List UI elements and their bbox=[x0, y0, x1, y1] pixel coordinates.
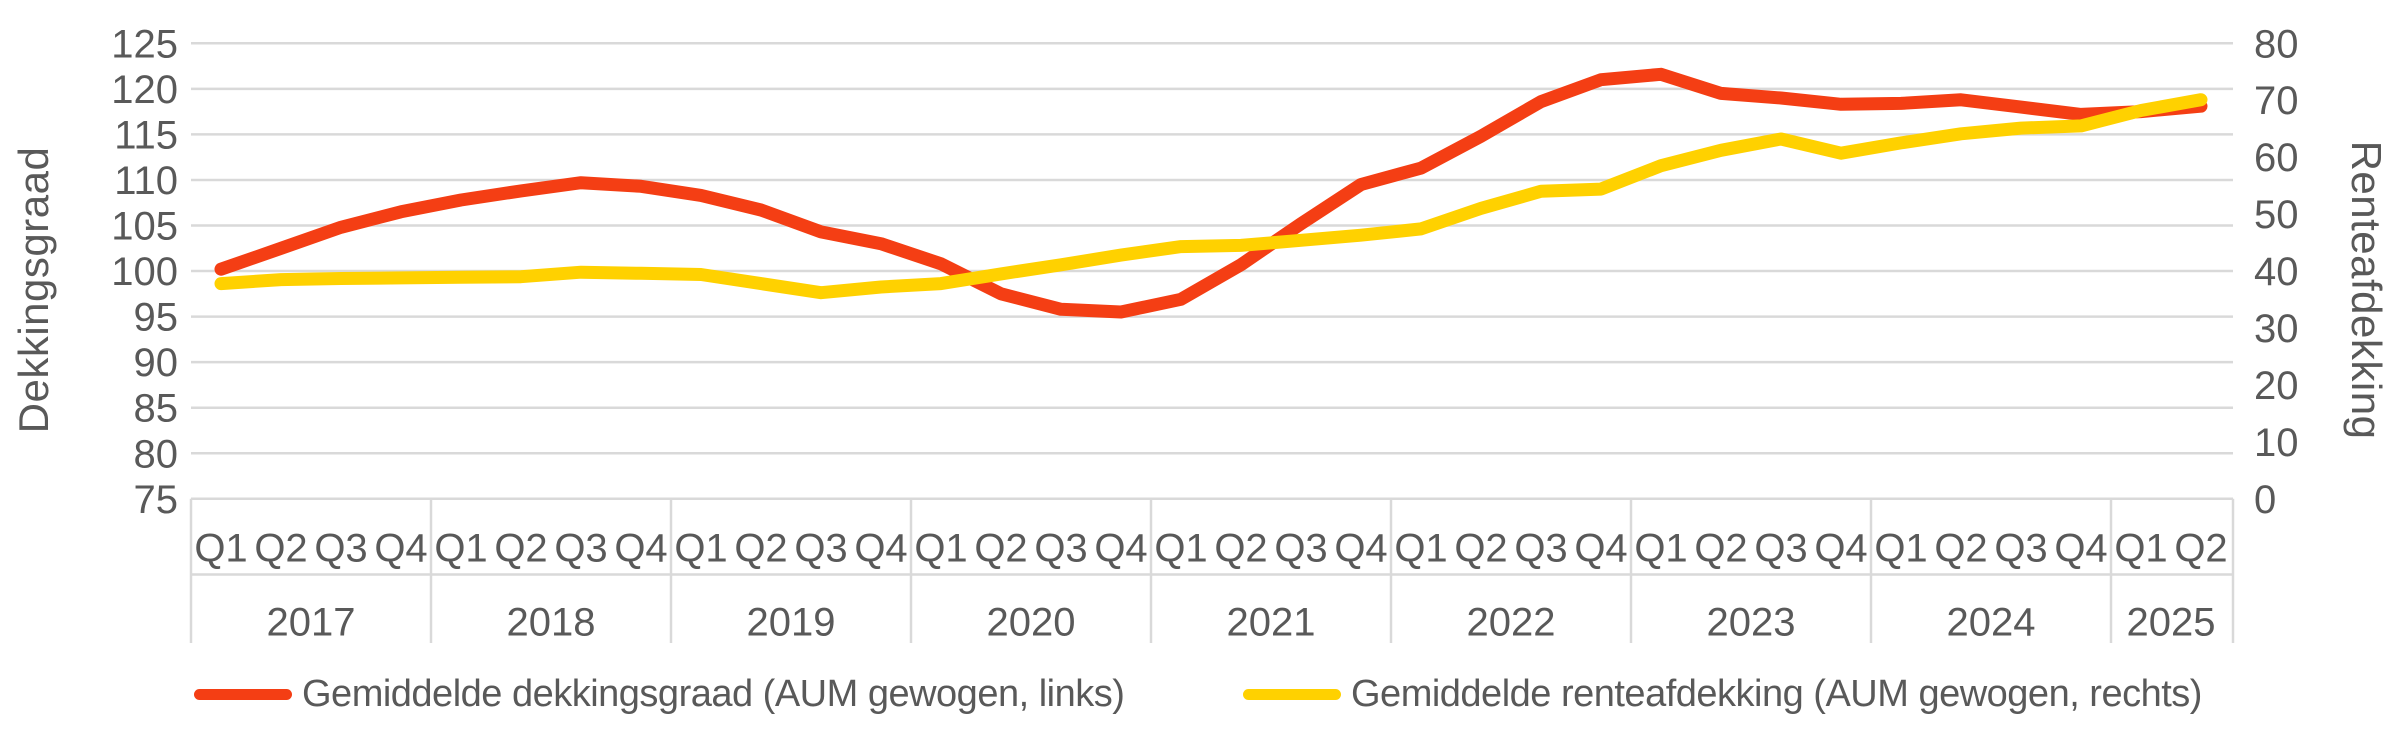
right-axis-tick-label: 10 bbox=[2254, 421, 2299, 465]
quarter-label: Q4 bbox=[854, 527, 907, 571]
year-label: 2021 bbox=[1227, 601, 1316, 645]
quarter-label: Q1 bbox=[1874, 527, 1927, 571]
quarter-label: Q1 bbox=[1154, 527, 1207, 571]
quarter-label: Q3 bbox=[314, 527, 367, 571]
quarter-label: Q3 bbox=[1274, 527, 1327, 571]
quarter-label: Q1 bbox=[674, 527, 727, 571]
quarter-label: Q2 bbox=[1694, 527, 1747, 571]
year-label: 2019 bbox=[747, 601, 836, 645]
quarter-label: Q3 bbox=[554, 527, 607, 571]
quarter-label: Q4 bbox=[1334, 527, 1387, 571]
year-label: 2017 bbox=[267, 601, 356, 645]
chart-legend: Gemiddelde dekkingsgraad (AUM gewogen, l… bbox=[0, 672, 2398, 716]
quarter-label: Q2 bbox=[254, 527, 307, 571]
right-axis-tick-label: 60 bbox=[2254, 136, 2299, 180]
quarter-label: Q1 bbox=[1394, 527, 1447, 571]
right-axis-tick-label: 50 bbox=[2254, 193, 2299, 237]
quarter-label: Q3 bbox=[794, 527, 847, 571]
left-axis-tick-label: 80 bbox=[134, 432, 179, 476]
quarter-label: Q1 bbox=[1634, 527, 1687, 571]
right-axis-tick-label: 0 bbox=[2254, 478, 2276, 522]
right-axis-tick-label: 40 bbox=[2254, 250, 2299, 294]
legend-item-renteafdekking: Gemiddelde renteafdekking (AUM gewogen, … bbox=[1243, 672, 2202, 716]
quarter-label: Q1 bbox=[2114, 527, 2167, 571]
quarter-label: Q1 bbox=[194, 527, 247, 571]
left-axis-tick-label: 85 bbox=[134, 387, 179, 431]
right-axis-tick-label: 30 bbox=[2254, 307, 2299, 351]
series-line-dekkingsgraad bbox=[214, 67, 2208, 319]
left-axis-tick-label: 100 bbox=[111, 250, 178, 294]
left-axis-tick-label: 105 bbox=[111, 205, 178, 249]
left-axis-tick-label: 125 bbox=[111, 22, 178, 66]
quarter-label: Q1 bbox=[434, 527, 487, 571]
quarter-label: Q2 bbox=[1454, 527, 1507, 571]
right-axis-tick-label: 80 bbox=[2254, 22, 2299, 66]
right-axis-tick-label: 20 bbox=[2254, 364, 2299, 408]
right-axis-title: Renteafdekking bbox=[2343, 140, 2390, 440]
quarter-label: Q1 bbox=[914, 527, 967, 571]
left-axis-tick-label: 115 bbox=[114, 113, 178, 157]
quarter-label: Q4 bbox=[2054, 527, 2107, 571]
left-axis-tick-label: 120 bbox=[111, 68, 178, 112]
left-axis-tick-label: 75 bbox=[134, 478, 179, 522]
right-axis-tick-label: 70 bbox=[2254, 79, 2299, 123]
quarter-label: Q3 bbox=[1514, 527, 1567, 571]
year-label: 2024 bbox=[1947, 601, 2036, 645]
quarter-label: Q3 bbox=[1754, 527, 1807, 571]
quarter-label: Q3 bbox=[1034, 527, 1087, 571]
quarter-label: Q2 bbox=[494, 527, 547, 571]
quarter-label: Q4 bbox=[1094, 527, 1147, 571]
legend-label: Gemiddelde renteafdekking (AUM gewogen, … bbox=[1351, 672, 2202, 715]
quarter-label: Q2 bbox=[1934, 527, 1987, 571]
left-axis-tick-label: 90 bbox=[134, 341, 179, 385]
year-label: 2022 bbox=[1467, 601, 1556, 645]
left-axis-tick-label: 95 bbox=[134, 296, 179, 340]
year-label: 2020 bbox=[987, 601, 1076, 645]
quarter-label: Q2 bbox=[974, 527, 1027, 571]
legend-line-marker-yellow bbox=[1243, 688, 1341, 700]
quarter-label: Q2 bbox=[1214, 527, 1267, 571]
year-label: 2018 bbox=[507, 601, 596, 645]
quarter-label: Q2 bbox=[2174, 527, 2227, 571]
quarter-label: Q2 bbox=[734, 527, 787, 571]
quarter-label: Q4 bbox=[614, 527, 667, 571]
legend-line-marker-red bbox=[194, 688, 292, 700]
legend-label: Gemiddelde dekkingsgraad (AUM gewogen, l… bbox=[302, 672, 1125, 715]
left-axis-title: Dekkingsgraad bbox=[10, 146, 57, 434]
year-label: 2025 bbox=[2127, 601, 2216, 645]
quarter-label: Q3 bbox=[1994, 527, 2047, 571]
legend-item-dekkingsgraad: Gemiddelde dekkingsgraad (AUM gewogen, l… bbox=[194, 672, 1125, 716]
left-axis-tick-label: 110 bbox=[114, 159, 178, 203]
series-line-renteafdekking bbox=[214, 93, 2208, 300]
quarter-label: Q4 bbox=[374, 527, 427, 571]
quarter-label: Q4 bbox=[1814, 527, 1867, 571]
year-label: 2023 bbox=[1707, 601, 1796, 645]
quarter-label: Q4 bbox=[1574, 527, 1627, 571]
